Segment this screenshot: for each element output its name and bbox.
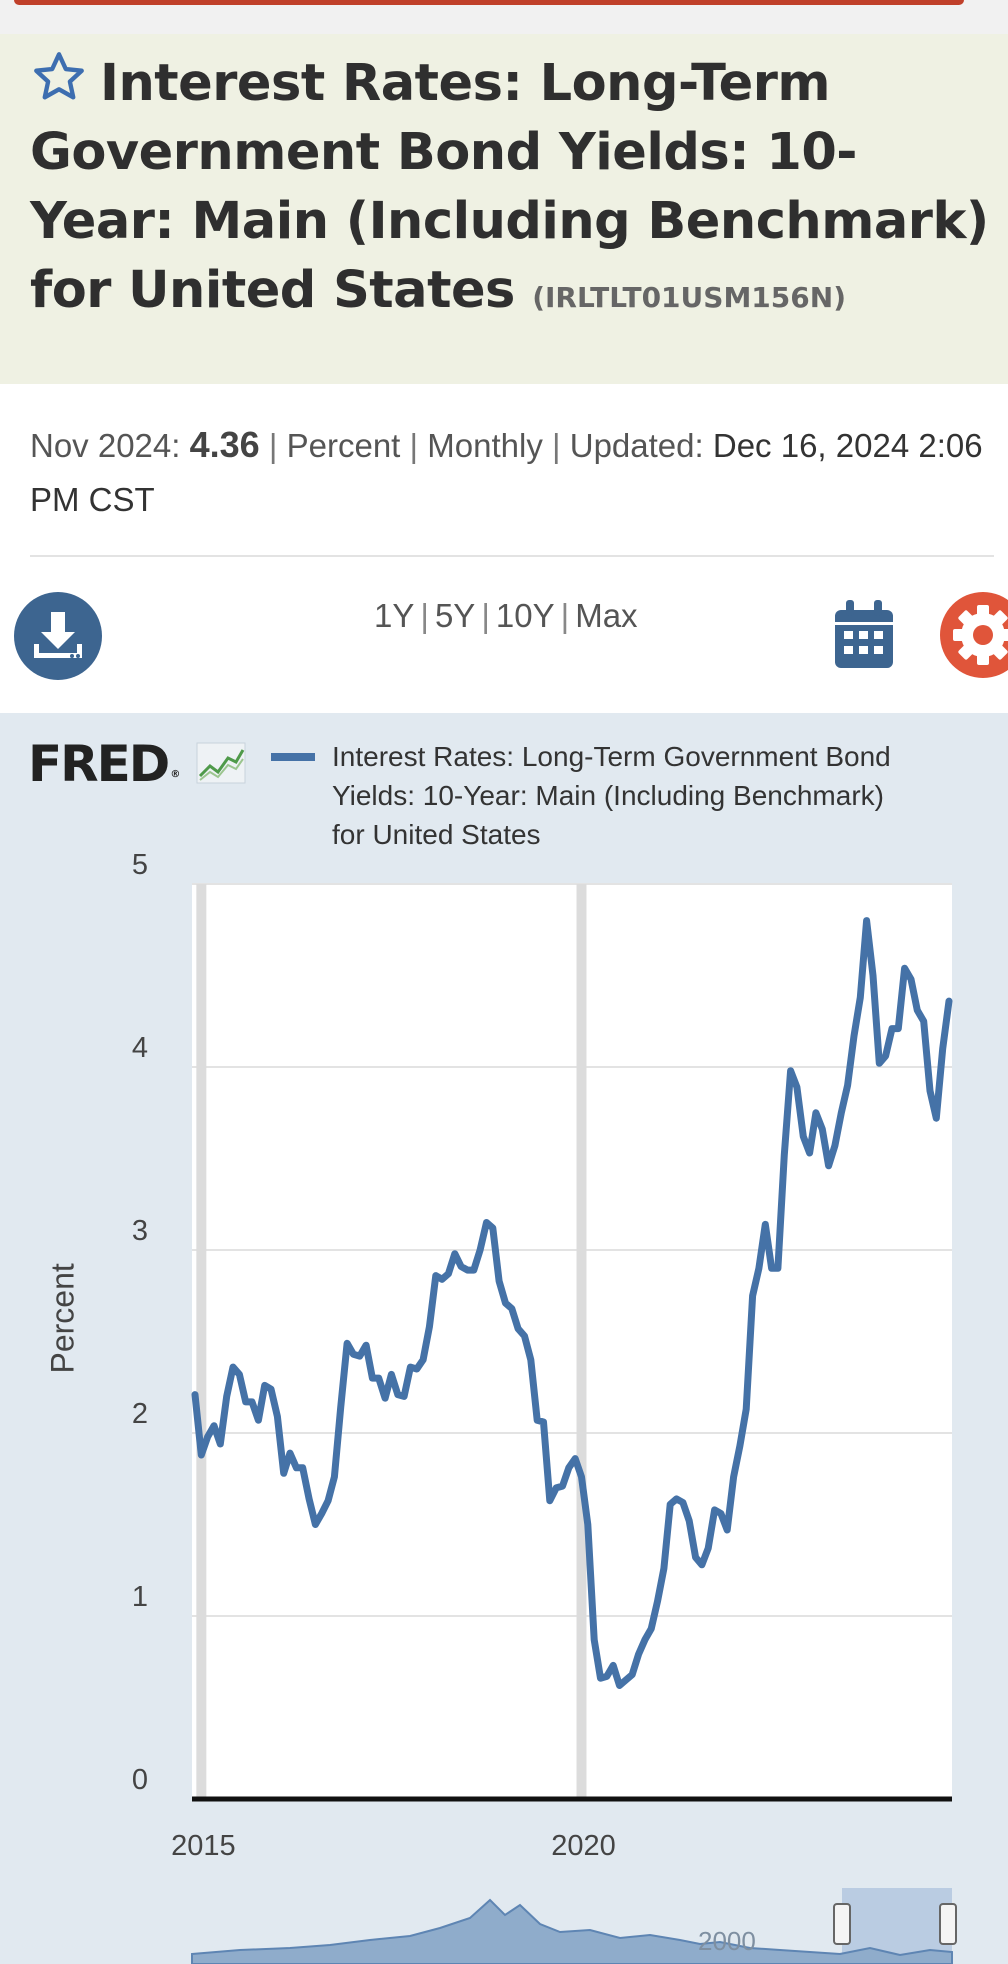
fred-logo-text: FRED [28,735,170,793]
range-10y[interactable]: 10Y [495,597,555,634]
meta-separator: | [409,427,419,464]
series-id: (IRLTLT01USM156N) [532,281,846,314]
navigator-handle-right[interactable] [939,1903,957,1945]
units-label: Percent [286,427,401,464]
frequency-label: Monthly [427,427,543,464]
updated-label: Updated: [569,427,704,464]
date-range-selector: 1Y | 5Y | 10Y | Max [374,597,638,635]
x-tick-label: 2015 [171,1830,236,1862]
series-title-text: Interest Rates: Long-Term Government Bon… [30,54,989,320]
meta-separator: | [268,427,278,464]
range-separator: | [420,597,429,634]
download-button[interactable] [14,592,102,680]
y-tick-label: 5 [132,849,148,881]
fred-logo-icon [196,742,246,784]
meta-separator: | [552,427,561,464]
navigator-label: 2000 [698,1926,756,1956]
fred-logo: FRED ® [28,735,181,793]
range-1y[interactable]: 1Y [374,597,415,634]
range-max[interactable]: Max [575,597,638,634]
observation-value: 4.36 [189,424,260,465]
accent-bar [14,0,964,5]
line-chart[interactable]: 0 1 2 3 4 5 2015 2020 2000 [0,713,1008,1964]
y-tick-label: 1 [132,1581,148,1613]
navigator-handle-left[interactable] [833,1903,851,1945]
top-strip [0,0,1008,34]
observation-date: Nov 2024: [30,427,181,464]
y-tick-label: 4 [132,1032,148,1064]
series-line[interactable] [191,917,953,1689]
updated-value: Dec 16, 2024 2:06 PM CST [30,427,983,518]
navigator[interactable]: 2000 [191,1888,957,1964]
y-tick-label: 0 [132,1764,148,1796]
title-panel [0,34,1008,384]
gear-icon[interactable] [938,590,1008,680]
y-tick-label: 3 [132,1215,148,1247]
range-separator: | [481,597,490,634]
calendar-icon[interactable] [832,598,896,672]
legend-swatch [271,753,315,761]
star-icon[interactable] [30,48,88,106]
divider [30,555,994,557]
legend-label: Interest Rates: Long-Term Government Bon… [332,741,891,850]
plot-area [192,884,952,1799]
range-separator: | [560,597,570,634]
navigator-series [191,1898,953,1964]
series-title: Interest Rates: Long-Term Government Bon… [30,48,990,332]
download-icon [34,612,82,658]
series-meta: Nov 2024: 4.36 | Percent | Monthly | Upd… [30,418,990,527]
range-5y[interactable]: 5Y [434,597,476,634]
x-tick-label: 2020 [551,1830,616,1862]
y-tick-label: 2 [132,1398,148,1430]
